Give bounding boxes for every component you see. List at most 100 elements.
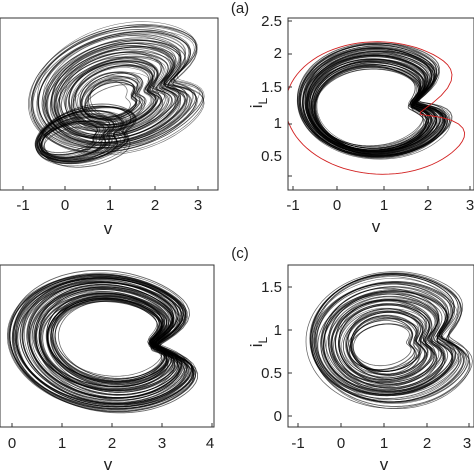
trajectory-loop bbox=[41, 114, 117, 160]
trajectory-loop bbox=[330, 300, 443, 386]
trajectory-loop bbox=[36, 27, 198, 149]
yticks-bottom-right: 0 0.5 1 1.5 bbox=[261, 279, 292, 425]
ytick-label: 1.5 bbox=[261, 79, 282, 96]
xtick-label: -1 bbox=[16, 197, 29, 214]
trajectory-loop bbox=[352, 323, 412, 367]
trajectory-loop bbox=[310, 272, 471, 410]
xtick-label: 2 bbox=[423, 435, 431, 452]
xtick-label: 3 bbox=[463, 435, 471, 452]
x-axis-label: v bbox=[372, 217, 381, 236]
trajectory-loop bbox=[12, 277, 195, 410]
trajectory-loop bbox=[7, 274, 195, 412]
trajectory-loop bbox=[312, 275, 468, 404]
trajectory-loop bbox=[44, 35, 188, 143]
trajectory-loop bbox=[328, 291, 446, 389]
panel-label-c: (c) bbox=[231, 245, 249, 262]
xticks-bottom-left: 0 1 2 3 4 bbox=[8, 423, 214, 452]
trajectory-loop bbox=[9, 269, 199, 414]
trajectory-loop bbox=[341, 308, 433, 380]
trajectory-loop bbox=[305, 271, 473, 409]
ytick-label: 0 bbox=[274, 408, 282, 425]
y-axis-label-main: i bbox=[247, 343, 266, 347]
trajectory-loop bbox=[42, 295, 172, 388]
trajectory-loop bbox=[7, 275, 194, 412]
svg-text:iL: iL bbox=[247, 336, 270, 347]
y-axis-label-sub: L bbox=[256, 97, 270, 104]
trajectory-loop bbox=[298, 42, 453, 157]
xtick-label: 0 bbox=[8, 435, 16, 452]
trajectory-loop bbox=[296, 43, 451, 160]
xtick-label: 4 bbox=[206, 435, 214, 452]
axes-box-bottom-right bbox=[287, 264, 474, 428]
trajectory-loop bbox=[32, 287, 179, 392]
xtick-label: 1 bbox=[380, 435, 388, 452]
panel-top-right: 0.5 1 1.5 2 2.5 -1 0 1 2 3 v iL (a) bbox=[231, 0, 474, 236]
xtick-label: 3 bbox=[466, 197, 474, 214]
trajectory-loop bbox=[36, 30, 200, 146]
trajectory-loop bbox=[296, 42, 449, 157]
xtick-label: 1 bbox=[58, 435, 66, 452]
trajectory-loop bbox=[314, 64, 428, 150]
axes-box-bottom-left bbox=[0, 264, 215, 428]
x-axis-label: v bbox=[104, 455, 113, 474]
xtick-label: 3 bbox=[158, 435, 166, 452]
xtick-label: 2 bbox=[151, 197, 159, 214]
xtick-label: 1 bbox=[106, 197, 114, 214]
y-axis-label-sub: L bbox=[256, 336, 270, 343]
trajectory-loop bbox=[41, 39, 186, 143]
trajectory-loop bbox=[30, 26, 205, 155]
x-axis-label: v bbox=[104, 219, 113, 238]
panel-bottom-right: 0 0.5 1 1.5 -1 0 1 2 3 v iL bbox=[247, 264, 474, 474]
trajectory-loop bbox=[315, 283, 457, 395]
trajectory-loop bbox=[35, 106, 135, 164]
panel-bottom-left: 0 1 2 3 4 v (c) bbox=[0, 245, 249, 474]
trajectory-loop bbox=[32, 31, 198, 151]
xtick-label: 0 bbox=[337, 435, 345, 452]
panel-top-left: -1 0 1 2 3 v bbox=[0, 17, 219, 238]
trajectory-loop bbox=[48, 298, 168, 384]
trajectory-loop bbox=[335, 300, 433, 383]
xtick-label: 3 bbox=[194, 197, 202, 214]
trajectory-loop bbox=[310, 59, 436, 152]
trajectory-loop bbox=[325, 297, 445, 388]
x-axis-label: v bbox=[380, 455, 389, 474]
axes-box-top-right bbox=[287, 17, 474, 191]
ytick-label: 0.5 bbox=[261, 365, 282, 382]
trajectory-loop bbox=[39, 103, 137, 168]
trajectory-loop bbox=[301, 50, 446, 153]
xtick-label: 0 bbox=[61, 197, 69, 214]
trajectory-loop bbox=[350, 315, 421, 375]
trajectory-loop bbox=[320, 286, 457, 395]
trajectory-loop bbox=[29, 24, 205, 156]
xtick-label: 2 bbox=[108, 435, 116, 452]
xticks-top-right: -1 0 1 2 3 bbox=[286, 186, 474, 214]
trajectory-loop bbox=[342, 312, 427, 379]
attractor-bottom-left bbox=[7, 269, 199, 414]
panel-label-a: (a) bbox=[231, 0, 249, 17]
attractor-top-left bbox=[28, 21, 205, 168]
trajectory-loop bbox=[52, 295, 166, 382]
axes-box-top-left bbox=[0, 17, 219, 191]
trajectory-loop bbox=[37, 32, 193, 148]
xtick-label: 1 bbox=[380, 197, 388, 214]
attractor-bottom-right bbox=[305, 271, 473, 410]
ytick-label: 1.5 bbox=[261, 279, 282, 296]
trajectory-loop bbox=[49, 298, 168, 384]
trajectory-loop bbox=[321, 286, 453, 392]
ytick-label: 1 bbox=[274, 322, 282, 339]
ytick-label: 1 bbox=[274, 115, 282, 132]
attractor-top-right bbox=[288, 41, 466, 175]
trajectory-loop bbox=[323, 293, 446, 394]
trajectory-loop bbox=[334, 299, 438, 389]
trajectory-loop bbox=[38, 113, 123, 163]
trajectory-loop bbox=[49, 50, 176, 138]
svg-text:iL: iL bbox=[247, 97, 270, 108]
ytick-label: 2 bbox=[274, 45, 282, 62]
yticks-top-right: 0.5 1 1.5 2 2.5 bbox=[261, 13, 292, 177]
trajectory-loop bbox=[31, 25, 204, 149]
xticks-top-left: -1 0 1 2 3 bbox=[16, 186, 202, 214]
y-axis-label-main: i bbox=[247, 104, 266, 108]
red-overlay-trajectory bbox=[288, 41, 466, 175]
y-axis-label: iL bbox=[247, 97, 270, 108]
